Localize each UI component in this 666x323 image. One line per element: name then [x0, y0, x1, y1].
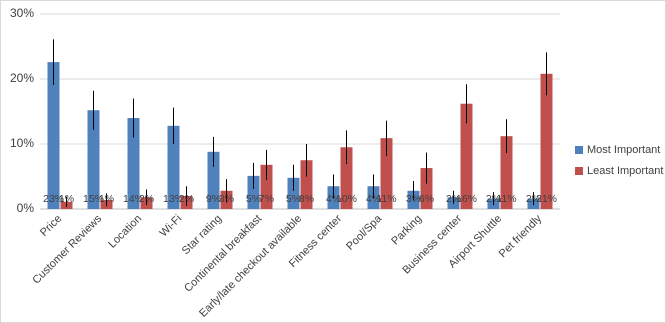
- value-label: 5%: [246, 193, 261, 205]
- value-label: 7%: [259, 193, 274, 205]
- value-label: 11%: [376, 193, 396, 205]
- value-label: 4%: [326, 193, 341, 205]
- bar: [540, 73, 553, 209]
- bar: [460, 103, 473, 209]
- value-label: 1%: [59, 193, 74, 205]
- value-label: 10%: [336, 193, 357, 205]
- bar: [260, 164, 273, 209]
- bar: [167, 125, 180, 209]
- bar: [500, 136, 513, 209]
- value-label: 2%: [526, 193, 541, 205]
- bar: [287, 177, 300, 209]
- value-label: 1%: [99, 193, 114, 205]
- value-label: 9%: [206, 193, 221, 205]
- legend-label: Least Important: [587, 165, 663, 177]
- bar: [420, 168, 433, 209]
- value-label: 2%: [446, 193, 461, 205]
- value-label: 21%: [536, 193, 557, 205]
- bar: [380, 138, 393, 209]
- legend-label: Most Important: [587, 144, 660, 156]
- value-label: 11%: [496, 193, 516, 205]
- value-label: 3%: [406, 193, 421, 205]
- y-tick-label: 30%: [10, 6, 34, 20]
- legend-swatch: [575, 146, 583, 154]
- value-label: 6%: [419, 193, 434, 205]
- value-label: 2%: [139, 193, 154, 205]
- bar: [300, 160, 313, 209]
- legend-swatch: [575, 167, 583, 175]
- y-tick-label: 20%: [10, 71, 34, 85]
- value-label: 5%: [286, 193, 301, 205]
- bar: [207, 151, 220, 209]
- bar: [127, 118, 140, 209]
- value-label: 3%: [219, 193, 234, 205]
- value-label: 4%: [366, 193, 381, 205]
- bar: [87, 110, 100, 209]
- value-label: 16%: [456, 193, 477, 205]
- y-tick-label: 10%: [10, 136, 34, 150]
- value-label: 23%: [43, 193, 64, 205]
- bar: [47, 62, 60, 209]
- bar: [340, 147, 353, 209]
- value-label: 14%: [123, 193, 144, 205]
- value-label: 2%: [486, 193, 501, 205]
- value-label: 13%: [163, 193, 184, 205]
- value-label: 8%: [299, 193, 314, 205]
- value-label: 2%: [179, 193, 194, 205]
- bar: [247, 175, 260, 209]
- value-label: 15%: [83, 193, 104, 205]
- y-tick-label: 0%: [17, 201, 35, 215]
